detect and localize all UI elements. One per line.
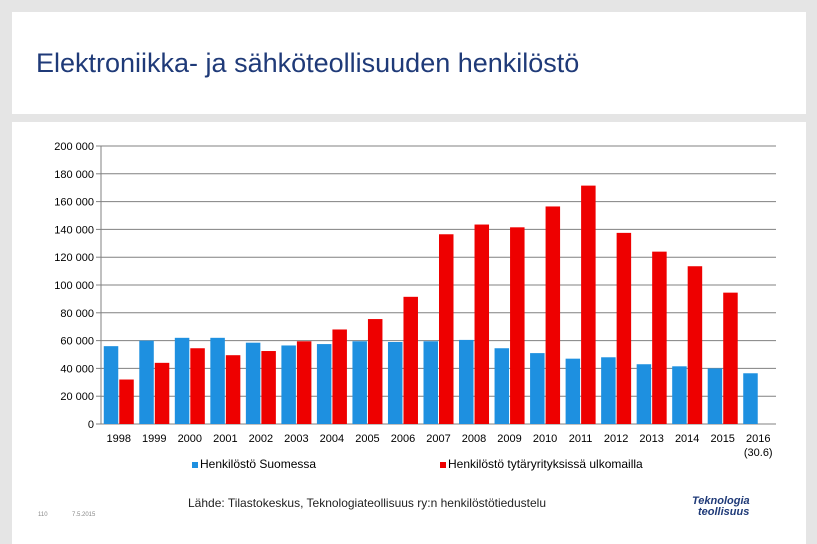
bar-ulkomailla-2012: [616, 232, 632, 424]
x-tick-label: 2005: [355, 433, 379, 445]
logo-line-1: Teknologia: [692, 495, 750, 507]
legend: Henkilöstö Suomessa Henkilöstö tytäryrity…: [192, 457, 643, 471]
x-tick-label: 2009: [497, 433, 521, 445]
legend-swatch: [440, 462, 446, 468]
x-tick-label: 2012: [604, 433, 628, 445]
y-tick-label: 60 000: [60, 336, 94, 348]
y-tick-label: 40 000: [60, 363, 94, 375]
bar-suomessa-2002: [245, 342, 261, 424]
bar-ulkomailla-2014: [687, 266, 703, 424]
y-tick-label: 140 000: [54, 224, 94, 236]
x-tick-label: 2000: [178, 433, 202, 445]
bar-suomessa-2016: [743, 373, 758, 424]
bar-ulkomailla-2000: [190, 348, 205, 424]
slide-number: 110: [38, 512, 48, 518]
bars: [103, 185, 758, 424]
x-tick-label: 2010: [533, 433, 557, 445]
x-tick-label: 2004: [320, 433, 344, 445]
y-tick-label: 0: [88, 419, 94, 431]
bar-suomessa-2001: [210, 337, 225, 424]
bar-ulkomailla-1999: [154, 362, 170, 424]
x-tick-label: 2003: [284, 433, 308, 445]
bar-ulkomailla-2011: [581, 185, 596, 424]
bar-suomessa-2013: [636, 364, 652, 424]
bar-ulkomailla-1998: [119, 379, 134, 424]
bar-suomessa-2014: [672, 366, 687, 424]
legend-label: Henkilöstö Suomessa: [200, 457, 316, 471]
bar-suomessa-2004: [316, 344, 332, 424]
x-tick-label: 2001: [213, 433, 237, 445]
x-tick-label: 2016: [746, 433, 770, 445]
bar-ulkomailla-2006: [403, 296, 418, 424]
bar-ulkomailla-2005: [367, 319, 383, 424]
bar-suomessa-2006: [387, 341, 403, 424]
x-tick-label: 1999: [142, 433, 166, 445]
bar-ulkomailla-2008: [474, 224, 490, 424]
y-tick-label: 160 000: [54, 197, 94, 209]
bar-ulkomailla-2001: [225, 355, 241, 424]
y-tick-label: 120 000: [54, 252, 94, 264]
x-tick-note: (30.6): [744, 447, 773, 459]
y-tick-label: 20 000: [60, 391, 94, 403]
y-tick-label: 200 000: [54, 141, 94, 153]
x-tick-label: 2015: [710, 433, 734, 445]
bar-suomessa-2005: [352, 341, 367, 424]
x-tick-label: 2002: [249, 433, 273, 445]
x-tick-label: 2006: [391, 433, 415, 445]
bar-suomessa-2008: [459, 339, 474, 424]
x-tick-label: 2013: [639, 433, 663, 445]
y-axis-labels: 0 20 000 40 000 60 000 80 000 100 000 120 000 1…: [54, 141, 94, 431]
bar-suomessa-2012: [601, 357, 616, 424]
y-tick-label: 80 000: [60, 308, 94, 320]
bar-ulkomailla-2009: [510, 227, 525, 424]
bar-ulkomailla-2007: [439, 234, 454, 424]
bar-ulkomailla-2015: [723, 292, 738, 424]
bar-suomessa-2003: [281, 345, 296, 424]
logo-line-2: teollisuus: [698, 506, 750, 518]
bar-ulkomailla-2002: [261, 351, 276, 424]
bar-ulkomailla-2003: [296, 341, 312, 424]
bar-suomessa-2011: [565, 358, 581, 424]
slide-date: 7.5.2015: [72, 512, 96, 518]
x-tick-label: 2007: [426, 433, 450, 445]
legend-label: Henkilöstö tytäryrityksissä ulkomailla: [448, 457, 643, 471]
bar-suomessa-2015: [707, 368, 723, 424]
bar-suomessa-1999: [139, 340, 154, 424]
bar-ulkomailla-2010: [545, 206, 561, 424]
y-tick-label: 180 000: [54, 169, 94, 181]
bar-suomessa-2010: [530, 353, 545, 424]
x-tick-label: 2008: [462, 433, 486, 445]
bar-suomessa-2000: [174, 337, 190, 424]
bar-ulkomailla-2013: [652, 251, 667, 424]
source-note: Lähde: Tilastokeskus, Teknologiateollisu…: [188, 496, 546, 510]
x-axis-labels: 1998 1999 2000 2001 2002 2003 2004 2005 2006 2007…: [107, 433, 773, 459]
y-tick-label: 100 000: [54, 280, 94, 292]
page-title: Elektroniikka- ja sähköteollisuuden henk…: [36, 48, 580, 78]
x-tick-label: 2011: [569, 433, 593, 445]
bar-suomessa-2007: [423, 341, 438, 424]
title-panel: Elektroniikka- ja sähköteollisuuden henk…: [12, 12, 806, 114]
teknologiateollisuus-logo: Teknologia teollisuus: [692, 496, 750, 518]
x-tick-label: 2014: [675, 433, 699, 445]
legend-swatch: [192, 462, 198, 468]
bar-suomessa-2009: [494, 348, 510, 424]
bar-suomessa-1998: [103, 346, 119, 424]
x-tick-label: 1998: [107, 433, 131, 445]
bar-ulkomailla-2004: [332, 329, 347, 424]
